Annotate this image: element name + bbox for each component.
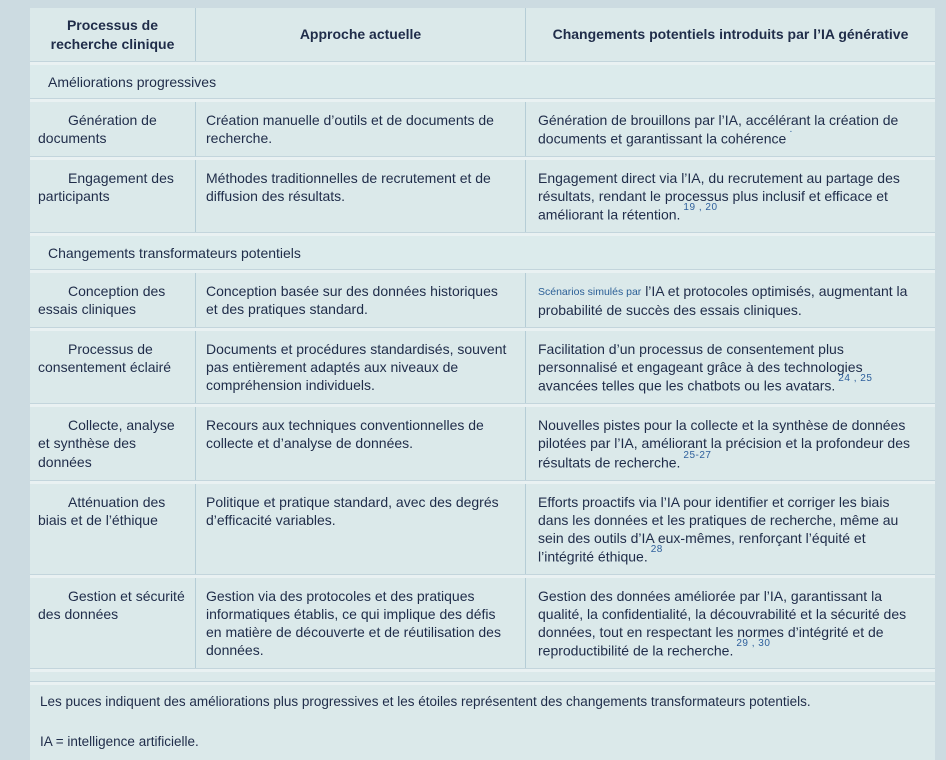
table-row-data-collection-analysis: Collecte, analyse et synthèse des donnée… (30, 407, 935, 481)
cell-current-approach: Création manuelle d’outils et de documen… (195, 102, 525, 157)
current-approach-text: Recours aux techniques conventionnelles … (206, 417, 484, 452)
footnote-ia-abbreviation: IA = intelligence artificielle. (40, 734, 199, 750)
process-label: Gestion et sécurité des données (38, 587, 185, 623)
cell-current-approach: Méthodes traditionnelles de recrutement … (195, 160, 525, 233)
cell-current-approach: Documents et procédures standardisés, so… (195, 331, 525, 404)
table-row-bias-ethics-mitigation: Atténuation des biais et de l’éthique Po… (30, 483, 935, 575)
header-label-process: Processus de recherche clinique (50, 17, 175, 52)
cell-process: Engagement des participants (30, 160, 195, 232)
table-row-participant-engagement: Engagement des participants Méthodes tra… (30, 160, 935, 234)
header-cell-process: Processus de recherche clinique (30, 8, 195, 61)
table-row-data-management-security: Gestion et sécurité des données Gestion … (30, 577, 935, 670)
current-approach-text: Documents et procédures standardisés, so… (206, 341, 507, 394)
changes-text: Nouvelles pistes pour la collecte et la … (538, 417, 910, 471)
table-row-trial-design: Conception des essais cliniques Concepti… (30, 273, 935, 329)
cell-genai-changes: Efforts proactifs via l’IA pour identifi… (525, 483, 935, 574)
clinical-research-table: Processus de recherche clinique Approche… (30, 8, 935, 760)
cell-process: Génération de documents (30, 102, 195, 156)
table-row-document-generation: Génération de documents Création manuell… (30, 102, 935, 158)
footnote-bullets-stars: Les puces indiquent des améliorations pl… (40, 694, 811, 710)
cell-genai-changes: Engagement direct via l’IA, du recruteme… (525, 160, 935, 233)
cell-genai-changes: Facilitation d’un processus de consentem… (525, 331, 935, 404)
header-cell-current-approach: Approche actuelle (195, 8, 525, 61)
current-approach-text: Politique et pratique standard, avec des… (206, 493, 499, 528)
changes-text: Efforts proactifs via l’IA pour identifi… (538, 493, 899, 565)
citation-refs: 24 , 25 (838, 373, 873, 385)
header-label-current-approach: Approche actuelle (299, 26, 422, 43)
changes-text: l’IA et protocoles optimisés, augmentant… (538, 283, 908, 318)
citation-refs: 25-27 (683, 449, 712, 461)
changes-text: Engagement direct via l’IA, du recruteme… (538, 170, 900, 224)
process-label: Atténuation des biais et de l’éthique (38, 493, 166, 528)
header-label-genai-changes: Changements potentiels introduits par l’… (552, 26, 909, 43)
process-label: Collecte, analyse et synthèse des donnée… (38, 417, 175, 470)
section-header-transformative-changes: Changements transformateurs potentiels (30, 236, 935, 271)
cell-process: Gestion et sécurité des données (30, 578, 195, 668)
cell-current-approach: Politique et pratique standard, avec des… (195, 483, 525, 574)
current-approach-text: Conception basée sur des données histori… (206, 283, 498, 318)
changes-prefix: Scénarios simulés par (538, 286, 642, 299)
cell-genai-changes: Scénarios simulés par l’IA et protocoles… (525, 273, 935, 328)
cell-process: Processus de consentement éclairé (30, 331, 195, 403)
citation-refs: 19 , 20 (683, 202, 718, 214)
citation-refs: · (789, 126, 794, 138)
cell-process: Conception des essais cliniques (30, 273, 195, 327)
citation-refs: 29 , 30 (736, 638, 771, 650)
table-header-row: Processus de recherche clinique Approche… (30, 8, 935, 62)
citation-refs: 28 (650, 544, 663, 556)
changes-text: Facilitation d’un processus de consentem… (538, 341, 863, 395)
cell-genai-changes: Génération de brouillons par l’IA, accél… (525, 102, 935, 157)
cell-current-approach: Recours aux techniques conventionnelles … (195, 407, 525, 480)
cell-process: Atténuation des biais et de l’éthique (30, 484, 195, 574)
process-label: Engagement des participants (38, 170, 174, 205)
section-title: Changements transformateurs potentiels (48, 245, 301, 262)
current-approach-text: Gestion via des protocoles et des pratiq… (206, 587, 501, 659)
cell-genai-changes: Gestion des données améliorée par l’IA, … (525, 577, 935, 669)
section-title: Améliorations progressives (48, 74, 217, 90)
changes-text: Gestion des données améliorée par l’IA, … (538, 587, 907, 660)
current-approach-text: Méthodes traditionnelles de recrutement … (206, 170, 491, 205)
cell-process: Collecte, analyse et synthèse des donnée… (30, 407, 195, 479)
process-label: Génération de documents (38, 112, 157, 147)
table-row-informed-consent: Processus de consentement éclairé Docume… (30, 331, 935, 405)
process-label: Processus de consentement éclairé (38, 341, 172, 376)
table-footer-divider (30, 672, 935, 683)
section-header-progressive-improvements: Améliorations progressives (30, 65, 935, 99)
current-approach-text: Création manuelle d’outils et de documen… (206, 112, 494, 147)
cell-genai-changes: Nouvelles pistes pour la collecte et la … (525, 407, 935, 480)
changes-text: Génération de brouillons par l’IA, accél… (538, 112, 899, 147)
process-label: Conception des essais cliniques (38, 283, 166, 318)
cell-current-approach: Gestion via des protocoles et des pratiq… (195, 577, 525, 669)
table-footnotes: Les puces indiquent des améliorations pl… (30, 685, 935, 760)
cell-current-approach: Conception basée sur des données histori… (195, 273, 525, 328)
header-cell-genai-changes: Changements potentiels introduits par l’… (525, 8, 935, 61)
